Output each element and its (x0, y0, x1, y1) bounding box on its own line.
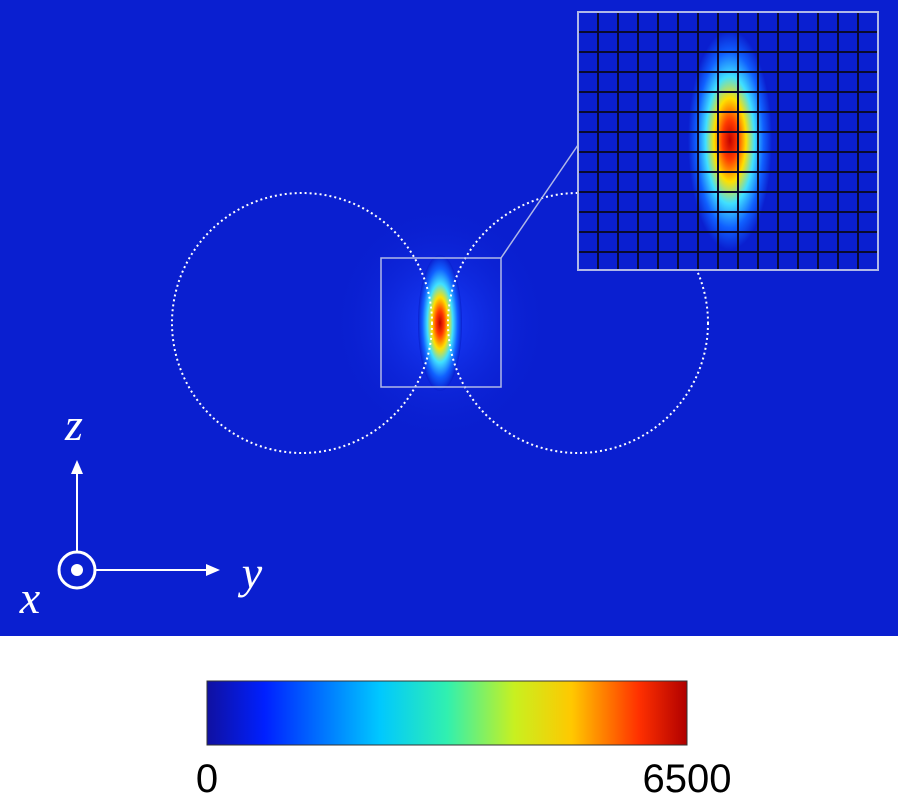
axes-glyph: z y x (19, 399, 263, 623)
x-dot (71, 564, 83, 576)
colorbar-max: 6500 (643, 757, 732, 800)
particle-right (447, 192, 709, 454)
inset (577, 11, 879, 271)
zoom-box (380, 257, 502, 388)
colorbar: 0 6500 (196, 680, 732, 800)
x-circle (57, 550, 97, 590)
y-label: y (238, 547, 263, 598)
y-arrowhead (206, 564, 220, 576)
colorbar-gradient (206, 680, 688, 746)
hotspot (418, 255, 462, 391)
inset-border (577, 11, 879, 271)
inset-grid (578, 12, 878, 270)
zoom-connector (500, 144, 579, 259)
x-label: x (19, 572, 41, 623)
particle-left (171, 192, 433, 454)
z-arrowhead (71, 460, 83, 474)
colorbar-min: 0 (196, 757, 218, 800)
z-label: z (64, 399, 83, 450)
